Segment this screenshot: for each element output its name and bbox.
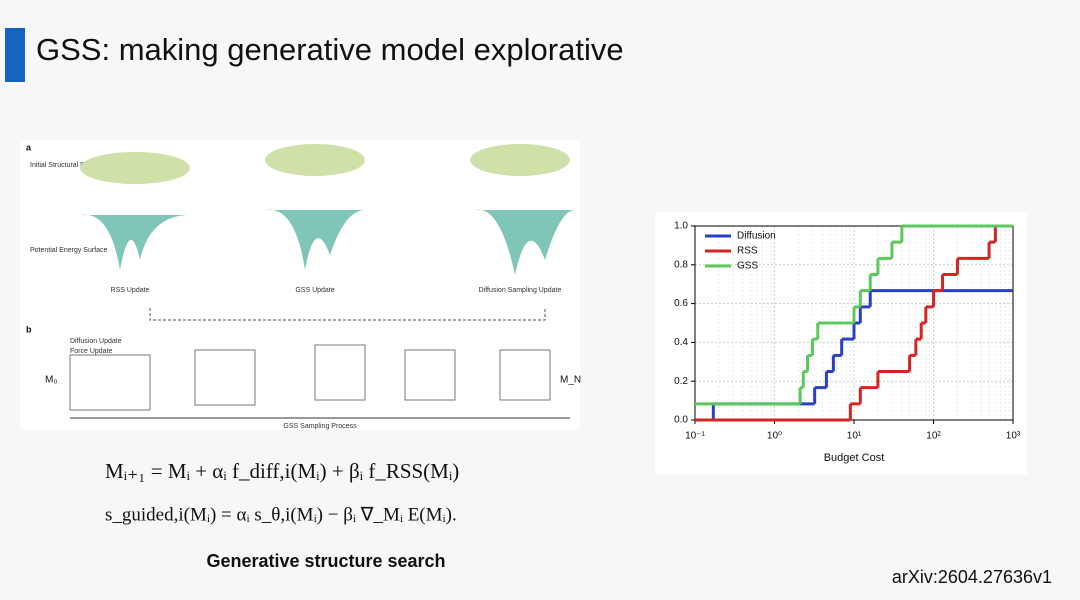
distribution (80, 152, 190, 184)
x-tick-label: 10¹ (847, 431, 862, 442)
cell (404, 349, 456, 401)
cell (69, 354, 151, 411)
y-tick-label: 1.0 (674, 221, 688, 232)
figure-label: M₀ (45, 375, 57, 386)
chart: 10⁻¹ 10⁰ 10¹ 10² 10³ 0.0 0.2 0.4 0.6 0.8 1.0 Budget… (674, 221, 1021, 464)
x-tick-label: 10⁰ (767, 431, 782, 442)
cell (194, 349, 256, 406)
cell (314, 344, 366, 401)
distribution (265, 144, 365, 176)
y-tick-label: 0.2 (674, 376, 688, 387)
slide-title: GSS: making generative model explorative (36, 32, 624, 67)
legend-label: RSS (737, 246, 758, 257)
figure-label: Potential Energy Surface (30, 247, 108, 254)
panel-label: a (26, 142, 32, 152)
y-tick-label: 0.0 (674, 415, 688, 426)
figure-panel (20, 140, 580, 430)
figure-label: GSS Update (295, 287, 334, 294)
plot-frame (694, 225, 1014, 421)
y-tick-label: 0.8 (674, 259, 688, 270)
x-tick-label: 10² (926, 431, 941, 442)
x-axis-label: Budget Cost (824, 452, 885, 464)
legend-label: Diffusion (737, 231, 776, 242)
x-tick-label: 10³ (1006, 431, 1021, 442)
legend-label: GSS (737, 261, 758, 272)
title-bar (5, 28, 25, 82)
y-tick-label: 0.4 (674, 337, 688, 348)
panel-label: b (26, 324, 32, 334)
equation: s_guided,i(Mᵢ) = αᵢ s_θ,i(Mᵢ) − βᵢ ∇_Mᵢ … (105, 504, 457, 525)
reference: arXiv:2604.27636v1 (892, 567, 1052, 587)
figure: a Initial Structural Distribution Potent… (20, 140, 581, 430)
equation: Mᵢ₊₁ = Mᵢ + αᵢ f_diff,i(Mᵢ) + βᵢ f_RSS(M… (105, 459, 459, 483)
y-tick-label: 0.6 (674, 298, 688, 309)
energy-surface (475, 209, 575, 275)
caption: Generative structure search (206, 551, 445, 571)
energy-surface (265, 209, 365, 270)
energy-surface (80, 214, 190, 270)
connector (149, 308, 546, 321)
figure-label: Initial Structural Distribution (30, 162, 115, 169)
figure-label: RSS Update (111, 287, 150, 294)
legend-label: Diffusion Update (70, 338, 122, 345)
cell (499, 349, 551, 401)
legend-label: Force Update (70, 348, 113, 355)
figure-label: GSS Sampling Process (283, 423, 357, 430)
distribution (470, 144, 570, 176)
figure-label: M_N (560, 375, 581, 386)
x-tick-label: 10⁻¹ (685, 431, 705, 442)
figure-label: Diffusion Sampling Update (479, 287, 562, 294)
